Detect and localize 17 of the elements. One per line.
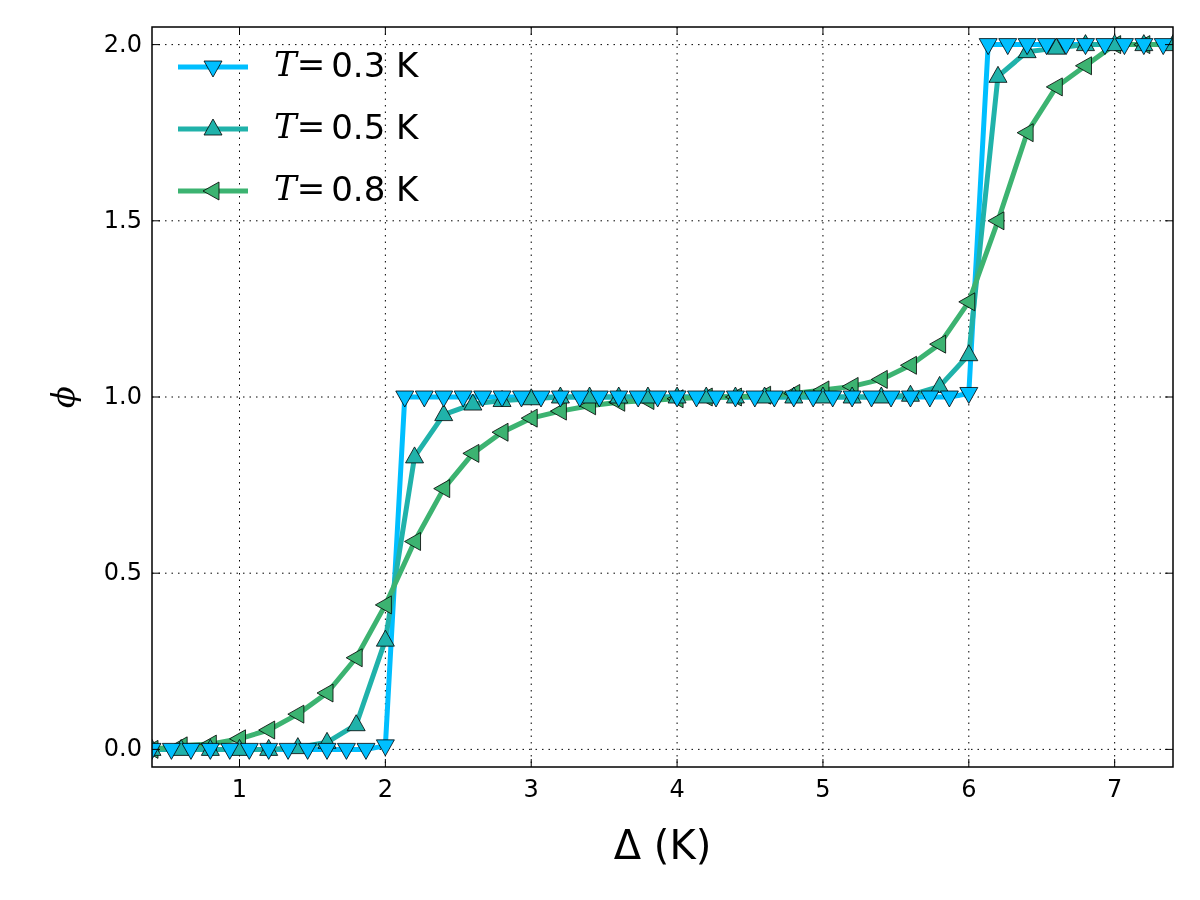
x-tick-label: 7 [1107,775,1123,803]
y-tick-label: 1.5 [103,205,142,234]
y-axis-title: ϕ [44,385,82,408]
y-tick-label: 1.0 [103,382,142,410]
x-tick-label: 3 [523,775,539,803]
y-tick-label: 0.0 [103,734,142,763]
x-tick-label: 4 [669,775,685,803]
x-tick-label: 2 [377,775,394,803]
legend-label: T=0.5 K [274,106,421,147]
x-tick-label: 5 [815,775,831,803]
y-tick-label: 0.5 [103,558,142,587]
legend-label: T=0.8 K [274,168,421,209]
x-tick-label: 6 [961,775,977,803]
legend-label: T=0.3 K [274,44,421,85]
x-tick-label: 1 [231,775,248,803]
y-tick-label: 2.0 [103,29,142,58]
x-axis-title: Δ (K) [613,822,712,868]
